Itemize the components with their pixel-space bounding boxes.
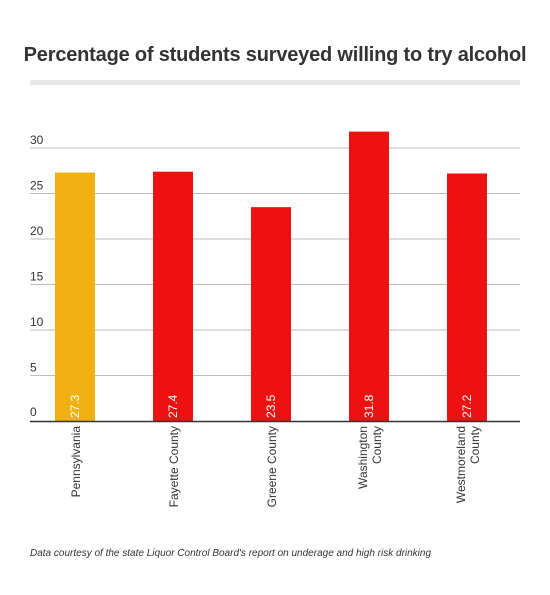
x-tick-label: County bbox=[370, 426, 384, 464]
data-label: 31.8 bbox=[362, 394, 376, 418]
y-tick-label: 15 bbox=[30, 270, 44, 284]
y-tick-label: 20 bbox=[30, 224, 44, 238]
y-tick-label: 25 bbox=[30, 179, 44, 193]
chart-title: Percentage of students surveyed willing … bbox=[23, 44, 527, 66]
source-footnote: Data courtesy of the state Liquor Contro… bbox=[30, 548, 432, 559]
x-tick-label: Fayette County bbox=[167, 426, 181, 507]
data-label: 27.3 bbox=[68, 394, 82, 418]
bar bbox=[55, 172, 95, 421]
y-tick-label: 30 bbox=[30, 133, 44, 147]
y-tick-label: 0 bbox=[30, 405, 37, 419]
x-tick-label: Washington bbox=[356, 426, 370, 489]
bar bbox=[447, 173, 487, 421]
x-tick-label: Pennsylvania bbox=[69, 426, 83, 498]
y-tick-label: 10 bbox=[30, 315, 44, 329]
data-label: 27.4 bbox=[166, 394, 180, 418]
x-tick-label: Greene County bbox=[265, 426, 279, 507]
data-label: 23.5 bbox=[264, 394, 278, 418]
bar bbox=[251, 207, 291, 421]
y-tick-label: 5 bbox=[30, 361, 37, 375]
data-label: 27.2 bbox=[460, 394, 474, 418]
x-tick-label: Westmoreland bbox=[454, 426, 468, 503]
bar bbox=[349, 131, 389, 421]
title-divider bbox=[30, 80, 520, 85]
x-tick-label: County bbox=[468, 426, 482, 464]
bar bbox=[153, 171, 193, 421]
